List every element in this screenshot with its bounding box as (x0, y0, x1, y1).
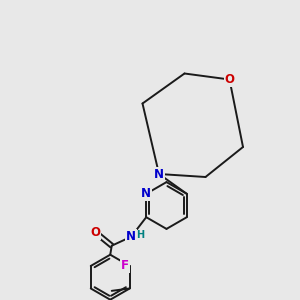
Text: F: F (121, 260, 129, 272)
Text: N: N (154, 167, 164, 181)
Text: O: O (224, 73, 235, 86)
Text: N: N (126, 230, 136, 243)
Text: H: H (136, 230, 144, 241)
Text: O: O (90, 226, 100, 239)
Text: N: N (141, 187, 151, 200)
